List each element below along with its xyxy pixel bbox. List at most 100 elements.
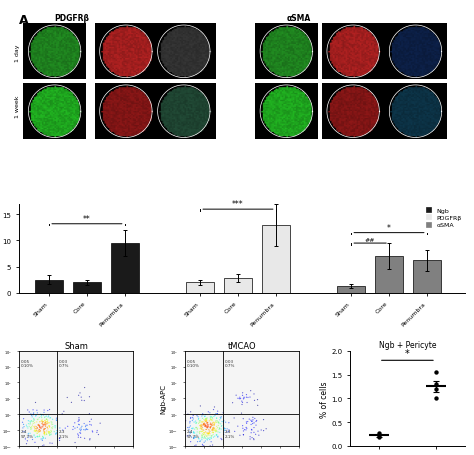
Point: [205, 430, 212, 437]
Point: [86, 410, 93, 417]
Point: [201, 421, 208, 429]
Y-axis label: Ngb-APC: Ngb-APC: [161, 384, 166, 414]
Point: [40, 418, 47, 425]
Point: [207, 423, 214, 430]
Point: [23, 423, 31, 430]
Point: [43, 420, 51, 427]
Point: [204, 420, 211, 428]
Point: [29, 420, 37, 427]
Point: [200, 431, 208, 438]
Point: [206, 417, 213, 425]
Point: [182, 408, 189, 415]
Point: [76, 389, 84, 397]
Point: [48, 440, 56, 447]
Point: [64, 394, 71, 401]
Point: [214, 424, 221, 431]
Point: [41, 414, 48, 421]
Point: [229, 399, 237, 406]
Point: [216, 429, 224, 436]
Point: [44, 420, 52, 427]
Point: [202, 417, 210, 424]
Point: [47, 430, 55, 438]
Point: [36, 433, 44, 440]
Point: [210, 420, 218, 427]
Point: [69, 426, 77, 433]
Point: [254, 402, 262, 409]
Point: [27, 425, 35, 433]
Point: [199, 428, 206, 435]
Point: [201, 435, 209, 442]
Point: [241, 426, 248, 433]
Point: [33, 423, 40, 430]
Text: Ngb: Ngb: [280, 24, 292, 29]
Point: [217, 415, 225, 422]
Point: [208, 432, 215, 440]
Point: [183, 432, 191, 440]
Point: [200, 442, 208, 450]
Point: [236, 432, 244, 439]
Point: [247, 417, 255, 424]
Point: [26, 430, 34, 437]
Point: [55, 435, 63, 442]
Point: [38, 414, 46, 421]
Point: [41, 430, 48, 437]
Point: [209, 426, 216, 434]
Point: [200, 421, 207, 429]
Point: [217, 414, 224, 421]
Point: [41, 425, 49, 432]
Point: [36, 426, 44, 433]
Point: [209, 425, 217, 432]
Point: [206, 442, 214, 450]
Point: [46, 431, 54, 438]
Point: [203, 432, 211, 440]
Point: [59, 426, 66, 434]
Point: [49, 423, 56, 430]
Point: [218, 422, 226, 430]
Point: [201, 430, 208, 437]
Point: [194, 438, 201, 445]
Point: [244, 394, 252, 401]
Point: [199, 410, 207, 418]
Point: [28, 425, 36, 433]
Point: [205, 427, 213, 435]
Point: [53, 415, 60, 422]
Point: [205, 422, 212, 430]
Point: [39, 418, 46, 425]
Point: [197, 425, 205, 432]
Point: [206, 429, 213, 436]
Point: [212, 417, 220, 425]
Point: [197, 421, 204, 429]
Point: [254, 396, 261, 404]
Point: [263, 425, 270, 432]
Point: [218, 423, 225, 430]
Point: [86, 421, 94, 428]
Point: [25, 434, 33, 441]
Point: [44, 407, 52, 414]
Point: [195, 416, 202, 423]
Text: αSMA: αSMA: [286, 14, 310, 23]
Point: [196, 430, 203, 437]
Point: [240, 394, 248, 402]
Point: [201, 413, 209, 420]
Point: [29, 411, 37, 419]
Point: [212, 419, 220, 426]
Point: [44, 425, 52, 433]
Point: [203, 433, 210, 440]
Point: [45, 422, 53, 430]
Point: [260, 427, 267, 435]
Point: [203, 419, 210, 426]
Point: [198, 425, 205, 433]
Point: [203, 435, 210, 443]
Point: [32, 425, 39, 432]
Point: [190, 435, 198, 442]
Point: [199, 430, 206, 438]
Point: [189, 425, 197, 432]
Point: [196, 438, 203, 445]
Legend: Ngb, PDGFRβ, αSMA: Ngb, PDGFRβ, αSMA: [426, 207, 461, 228]
Point: [225, 426, 233, 434]
Point: [37, 411, 45, 418]
Text: 2.3
2.1%: 2.3 2.1%: [59, 430, 69, 438]
Point: [49, 421, 56, 428]
Point: [41, 413, 49, 420]
Point: [20, 415, 27, 422]
